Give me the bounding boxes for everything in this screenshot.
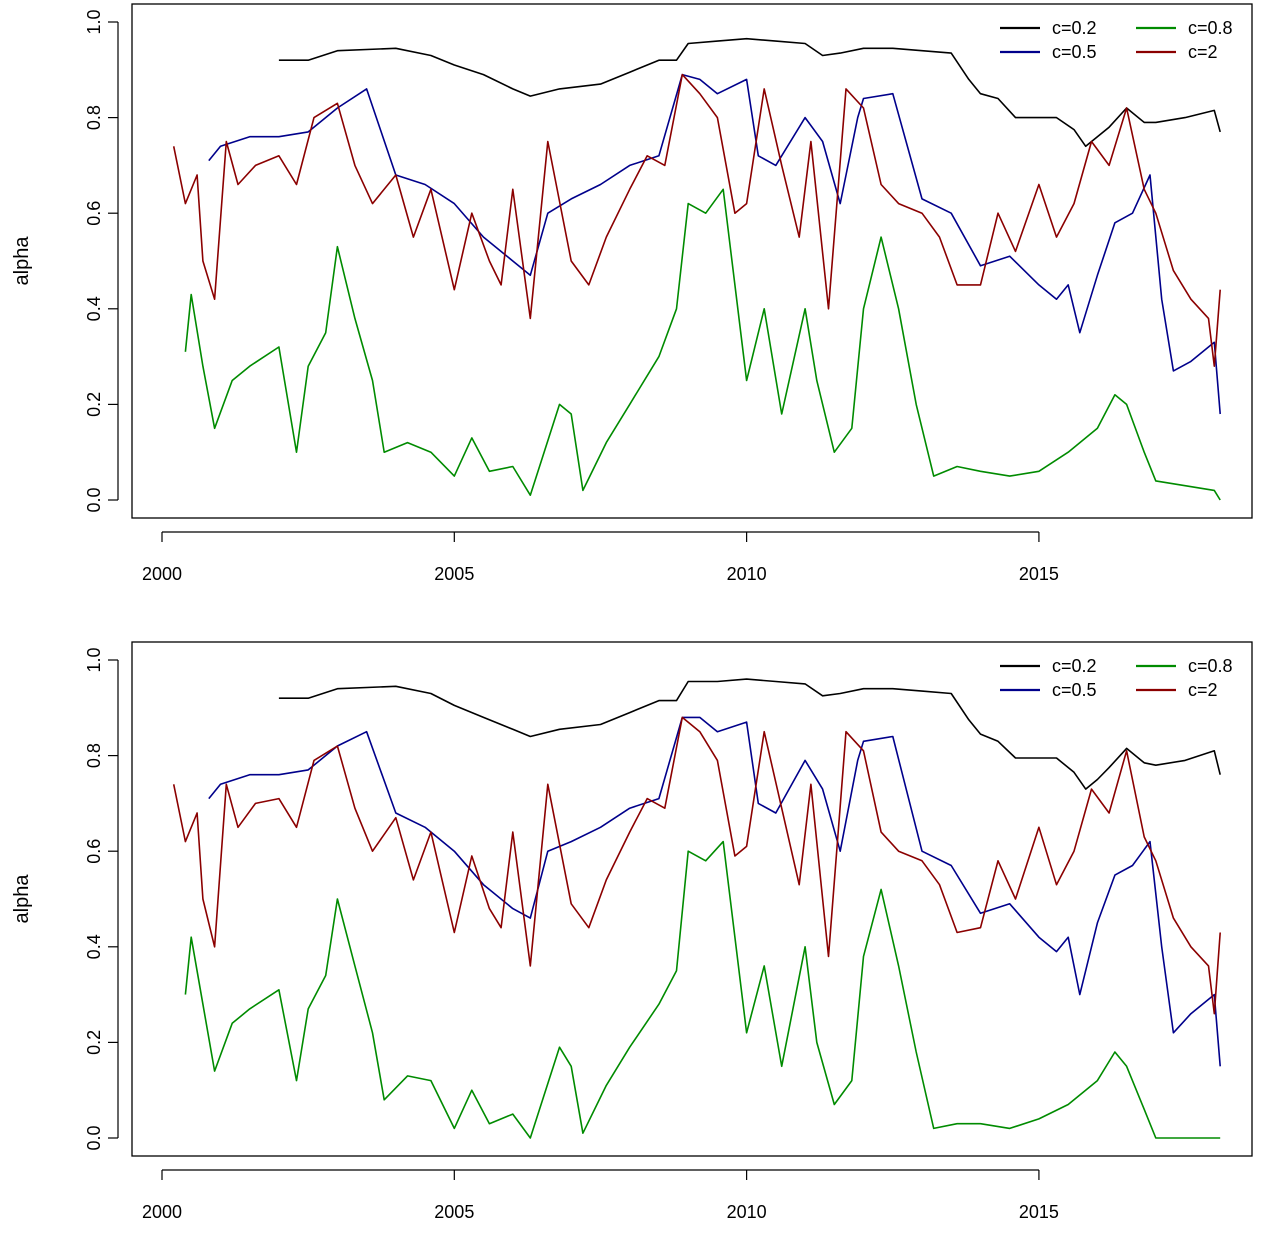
series-line-c-0-8 <box>184 188 1221 501</box>
series-group <box>172 678 1221 1139</box>
y-axis-title: alpha <box>11 874 33 924</box>
x-tick-label: 2015 <box>1019 564 1059 584</box>
series-line-c-0-5 <box>208 73 1221 415</box>
chart-panel-bottom: 2000 2005 2010 2015 0.0 0.2 0.4 0.6 0.8 1.0 alpha c… <box>11 641 1253 1222</box>
plot-frame <box>131 3 1253 519</box>
y-tick-label: 0.2 <box>84 1030 104 1055</box>
series-line-c-0-5 <box>208 716 1221 1067</box>
legend-label: c=0.2 <box>1052 18 1097 38</box>
x-axis: 2000 2005 2010 2015 <box>142 1169 1059 1222</box>
legend-label: c=0.5 <box>1052 680 1097 700</box>
y-tick-label: 0.8 <box>84 105 104 130</box>
x-tick-label: 2005 <box>434 1202 474 1222</box>
legend-label: c=2 <box>1188 42 1218 62</box>
x-tick-label: 2000 <box>142 1202 182 1222</box>
legend-label: c=0.8 <box>1188 656 1233 676</box>
x-axis: 2000 2005 2010 2015 <box>142 531 1059 584</box>
series-line-c-2 <box>172 716 1221 1015</box>
x-tick-label: 2005 <box>434 564 474 584</box>
series-line-c-2 <box>172 73 1221 367</box>
y-tick-label: 0.6 <box>84 839 104 864</box>
y-tick-label: 0.4 <box>84 296 104 321</box>
series-line-c-0-2 <box>278 678 1221 790</box>
y-axis: 0.0 0.2 0.4 0.6 0.8 1.0 <box>84 9 119 513</box>
y-tick-label: 0.0 <box>84 1125 104 1150</box>
series-line-c-0-2 <box>278 37 1221 148</box>
x-tick-label: 2015 <box>1019 1202 1059 1222</box>
y-tick-label: 1.0 <box>84 9 104 34</box>
y-tick-label: 0.8 <box>84 743 104 768</box>
y-axis-title: alpha <box>11 236 33 286</box>
legend-label: c=2 <box>1188 680 1218 700</box>
y-tick-label: 0.4 <box>84 934 104 959</box>
x-tick-label: 2000 <box>142 564 182 584</box>
x-tick-label: 2010 <box>727 1202 767 1222</box>
y-tick-label: 1.0 <box>84 647 104 672</box>
chart-panel-top: 2000 2005 2010 2015 0.0 0.2 0.4 0.6 0.8 1.0 alpha c… <box>11 3 1253 584</box>
legend: c=0.2 c=0.8 c=0.5 c=2 <box>1000 18 1233 62</box>
series-group <box>172 37 1221 501</box>
series-line-c-0-8 <box>184 840 1221 1139</box>
legend-label: c=0.2 <box>1052 656 1097 676</box>
legend-label: c=0.5 <box>1052 42 1097 62</box>
legend: c=0.2 c=0.8 c=0.5 c=2 <box>1000 656 1233 700</box>
y-tick-label: 0.0 <box>84 487 104 512</box>
x-tick-label: 2010 <box>727 564 767 584</box>
y-tick-label: 0.2 <box>84 392 104 417</box>
y-axis: 0.0 0.2 0.4 0.6 0.8 1.0 <box>84 647 119 1151</box>
legend-label: c=0.8 <box>1188 18 1233 38</box>
y-tick-label: 0.6 <box>84 201 104 226</box>
plot-frame <box>131 641 1253 1157</box>
